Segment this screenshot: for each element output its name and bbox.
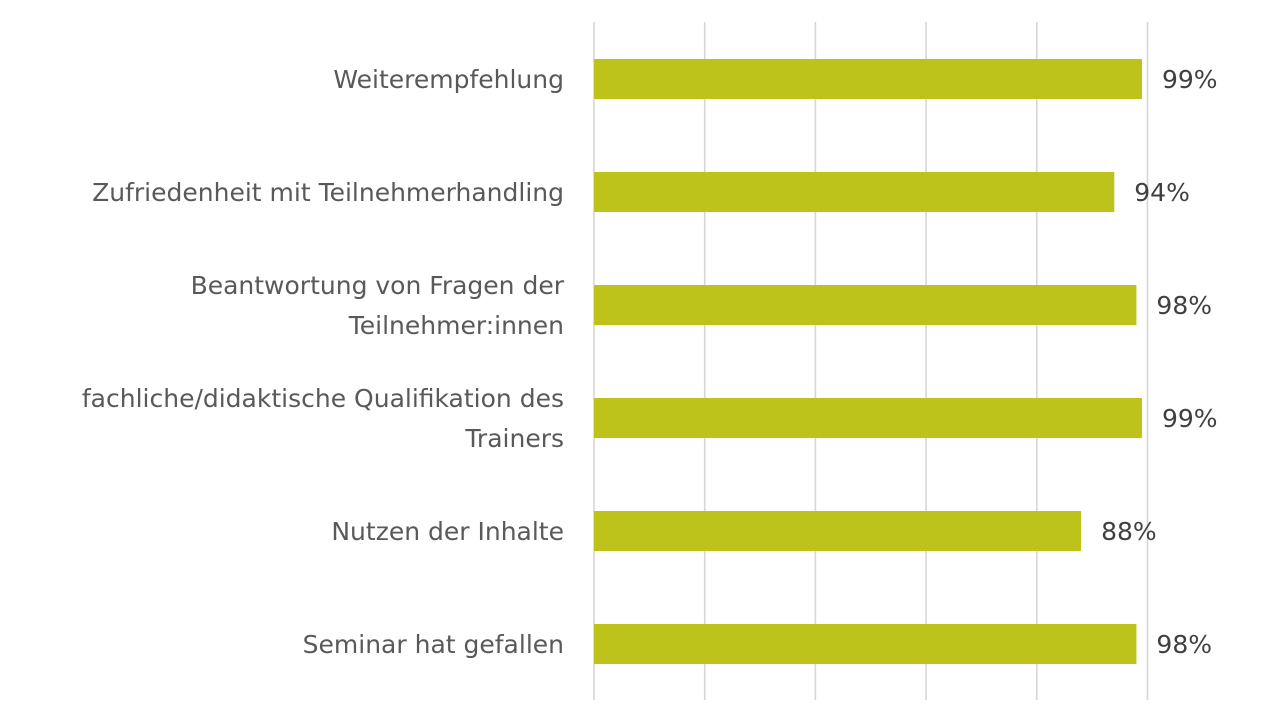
category-label-4: Nutzen der Inhalte xyxy=(331,517,564,546)
bar-2 xyxy=(594,285,1137,325)
value-label-1: 94% xyxy=(1134,178,1190,207)
value-label-3: 99% xyxy=(1162,404,1218,433)
bar-5 xyxy=(594,624,1137,664)
category-label-3: fachliche/didaktische Qualifikation des T… xyxy=(82,384,564,453)
value-label-5: 98% xyxy=(1156,630,1212,659)
category-label-line: Teilnehmer:innen xyxy=(348,311,564,340)
value-labels: 99% 94% 98% 99% 88% 98% xyxy=(1101,65,1217,659)
category-label-line: Trainers xyxy=(464,424,564,453)
category-label-line: Beantwortung von Fragen der xyxy=(191,271,565,300)
bar-3 xyxy=(594,398,1142,438)
category-label-2: Beantwortung von Fragen der Teilnehmer:in… xyxy=(191,271,565,340)
category-label-line: Zufriedenheit mit Teilnehmerhandling xyxy=(92,178,564,207)
category-label-1: Zufriedenheit mit Teilnehmerhandling xyxy=(92,178,564,207)
category-label-line: fachliche/didaktische Qualifikation des xyxy=(82,384,564,413)
value-label-4: 88% xyxy=(1101,517,1157,546)
bar-0 xyxy=(594,59,1142,99)
category-label-line: Weiterempfehlung xyxy=(333,65,564,94)
category-label-line: Nutzen der Inhalte xyxy=(331,517,564,546)
category-label-0: Weiterempfehlung xyxy=(333,65,564,94)
bar-1 xyxy=(594,172,1115,212)
value-label-2: 98% xyxy=(1156,291,1212,320)
grid-lines xyxy=(593,22,1149,700)
category-label-5: Seminar hat gefallen xyxy=(303,630,564,659)
bars xyxy=(594,59,1142,664)
category-label-line: Seminar hat gefallen xyxy=(303,630,564,659)
category-labels: Weiterempfehlung Zufriedenheit mit Teilne… xyxy=(82,65,565,659)
value-label-0: 99% xyxy=(1162,65,1218,94)
bar-4 xyxy=(594,511,1082,551)
